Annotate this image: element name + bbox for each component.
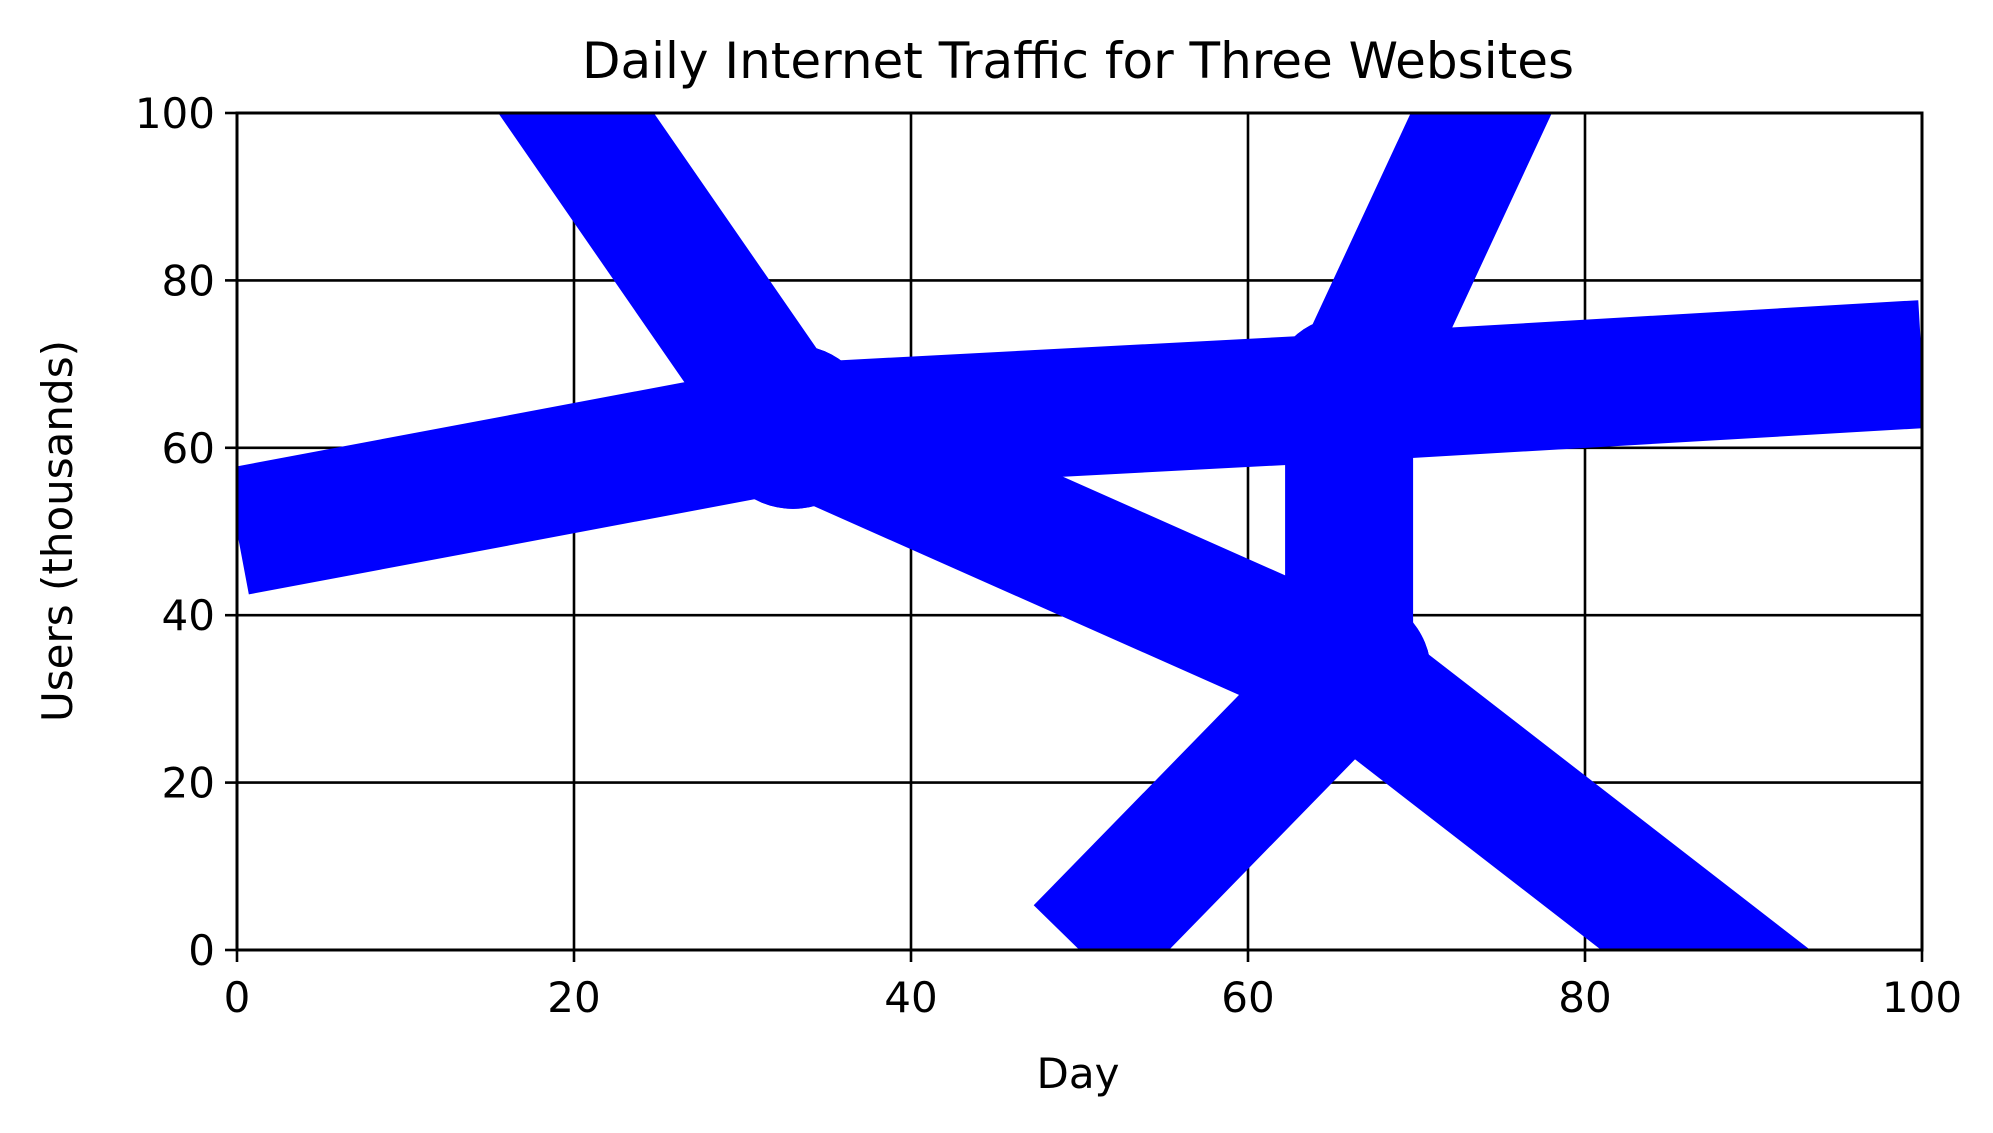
y-tick-label: 40 <box>162 591 215 640</box>
x-tick-label: 60 <box>1221 973 1274 1022</box>
series-2-point <box>711 344 876 509</box>
x-tick-label: 40 <box>884 973 937 1022</box>
y-tick-label: 60 <box>162 424 215 473</box>
series-group <box>237 113 1922 950</box>
y-tick-label: 80 <box>162 256 215 305</box>
series-3-point <box>1267 315 1432 480</box>
y-tick-label: 100 <box>135 89 215 138</box>
y-tick-label: 0 <box>188 926 215 975</box>
chart-title: Daily Internet Traffic for Three Website… <box>582 32 1574 90</box>
x-tick-label: 80 <box>1558 973 1611 1022</box>
series-line-2 <box>498 113 1811 950</box>
x-tick-label: 20 <box>547 973 600 1022</box>
series-3-point <box>1267 591 1432 756</box>
x-tick-label: 100 <box>1882 973 1962 1022</box>
ticks: 0 20 40 60 80 100 0 20 40 60 80 100 <box>135 89 1962 1022</box>
y-tick-label: 20 <box>162 759 215 808</box>
x-axis-label: Day <box>1037 1049 1120 1098</box>
plot-frame <box>235 111 1924 952</box>
series-line-3 <box>1033 113 1552 950</box>
x-tick-label: 0 <box>224 973 251 1022</box>
series-line-1 <box>237 300 1922 595</box>
y-axis-label: Users (thousands) <box>33 340 82 722</box>
